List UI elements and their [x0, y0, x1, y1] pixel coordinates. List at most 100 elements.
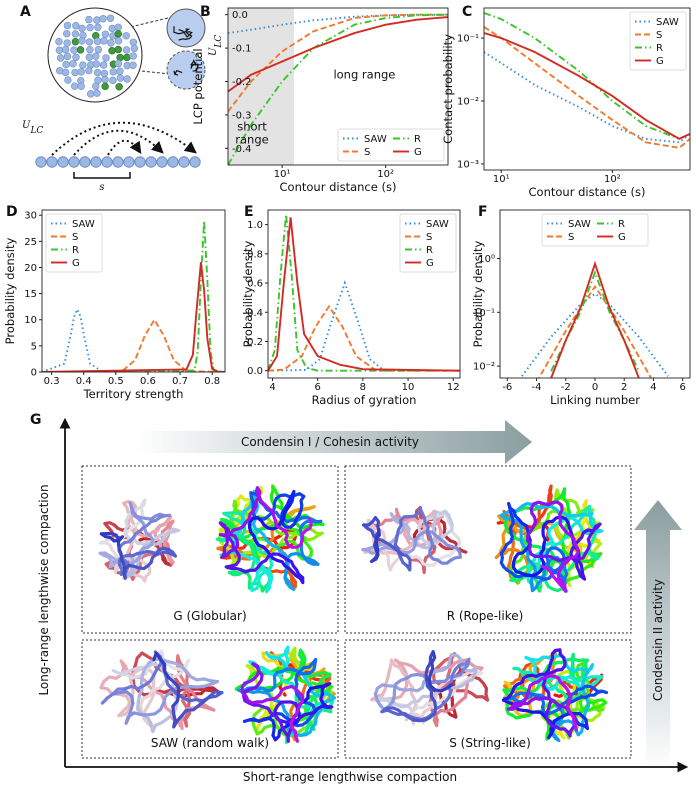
- data-line: [537, 284, 653, 378]
- polymer-segment: [103, 521, 116, 538]
- polymer-segment: [149, 546, 170, 564]
- bead: [63, 21, 72, 30]
- annotation: short: [237, 119, 267, 133]
- y-tick-label: 5: [31, 341, 37, 352]
- polymer-segment: [563, 657, 589, 663]
- polymer-segment: [171, 704, 184, 729]
- polymer-segment: [392, 515, 406, 537]
- polymer-segment: [307, 529, 324, 542]
- x-tick-label: 6: [315, 382, 321, 393]
- zoom-circle: [166, 8, 206, 48]
- polymer-segment: [540, 705, 562, 716]
- polymer-segment: [284, 537, 305, 549]
- polymer-segment: [544, 535, 569, 547]
- polymer-segment: [555, 652, 567, 672]
- polymer-segment: [122, 556, 148, 567]
- polymer-segment: [171, 679, 179, 716]
- x-tick-label: 4: [269, 382, 275, 393]
- polymer-segment: [285, 557, 305, 580]
- bead: [189, 156, 201, 168]
- polymer-segment: [533, 696, 558, 705]
- y-tick-label: 0.2: [247, 337, 263, 348]
- legend-label: SAW: [656, 17, 679, 28]
- data-line: [268, 217, 460, 372]
- x-tick-label: 2: [621, 382, 627, 393]
- polymer-segment: [373, 692, 395, 712]
- y-tick-label: 10⁻²: [457, 96, 479, 107]
- bead: [107, 39, 115, 47]
- legend-label: S: [72, 232, 78, 243]
- beads: [55, 14, 199, 98]
- polymer-segment: [297, 492, 306, 517]
- bead: [116, 67, 124, 75]
- polymer-segment: [445, 689, 468, 713]
- polymer-segment: [389, 658, 409, 680]
- bead: [123, 156, 135, 168]
- bead: [145, 156, 157, 168]
- y-axis-label: Probability density: [471, 241, 485, 348]
- polymer-segment: [102, 553, 119, 569]
- polymer-segment: [573, 684, 596, 695]
- polymer-segment: [566, 707, 579, 732]
- x-tick-label: 0.7: [172, 376, 188, 387]
- arrow-label: Condensin II activity: [651, 579, 665, 701]
- bead: [71, 82, 79, 90]
- bead: [106, 14, 115, 23]
- polymer-segment: [525, 529, 533, 556]
- y-tick-label: 1.0: [247, 220, 263, 231]
- y-tick-label: 20: [24, 263, 37, 274]
- legend-label: G: [618, 232, 626, 243]
- bead: [70, 46, 78, 54]
- polymer-segment: [428, 553, 453, 565]
- legend-label: R: [618, 219, 625, 230]
- legend-box: [399, 213, 457, 273]
- polymer-segment: [424, 650, 435, 682]
- x-tick-label: 10¹: [493, 174, 510, 185]
- chart: 0.3 0.4 0.5 0.6 0.7 0.8 0 5 10 15 20 25 30 D Territory…: [3, 204, 226, 401]
- bead: [63, 52, 72, 61]
- polymer-segment: [242, 717, 266, 724]
- polymer-segment: [280, 513, 301, 529]
- bead: [167, 156, 179, 168]
- polymer-segment: [181, 699, 190, 728]
- zoom-line: [125, 17, 169, 29]
- polymer-segment: [553, 549, 567, 573]
- polymer-segment: [534, 660, 553, 678]
- legend-label: S: [568, 232, 574, 243]
- polymer-segment: [503, 517, 518, 541]
- polymer-segment: [287, 489, 296, 508]
- polymer-segment: [573, 711, 590, 731]
- polymer-segment: [415, 696, 445, 710]
- polymer-segment: [145, 662, 175, 683]
- polymer-segment: [132, 701, 166, 717]
- polymer-segment: [218, 532, 237, 538]
- legend-box: [45, 213, 103, 273]
- zoom-circle: [166, 50, 206, 90]
- polymer-segment: [554, 674, 579, 685]
- polymer-segment: [123, 515, 132, 541]
- bead: [93, 68, 102, 77]
- polymer-segment: [290, 710, 317, 723]
- polymer-segment: [574, 560, 587, 581]
- bead: [109, 68, 117, 76]
- y-axis-symbol: ULC: [208, 35, 224, 56]
- polymer-segment: [418, 507, 430, 534]
- polymer-segment: [160, 519, 175, 543]
- polymer-segment: [511, 710, 535, 720]
- annotation: range: [235, 132, 268, 146]
- polymer-segment: [116, 542, 127, 570]
- symbol: U: [22, 120, 31, 131]
- polymer-segment: [180, 694, 212, 718]
- axis-label: Long-range lengthwise compaction: [37, 484, 51, 695]
- y-axis-label: LCP potential: [191, 48, 205, 124]
- bead: [78, 24, 86, 33]
- polymer-segment: [570, 652, 575, 670]
- polymer-segment: [304, 712, 320, 737]
- polymer-segment: [262, 716, 276, 738]
- polymer-segment: [529, 552, 557, 561]
- polymer-segment: [506, 702, 523, 711]
- y-tick-label: 10⁻¹: [473, 308, 495, 319]
- bracket: [73, 172, 131, 179]
- bead: [178, 156, 190, 168]
- data-line: [268, 214, 460, 372]
